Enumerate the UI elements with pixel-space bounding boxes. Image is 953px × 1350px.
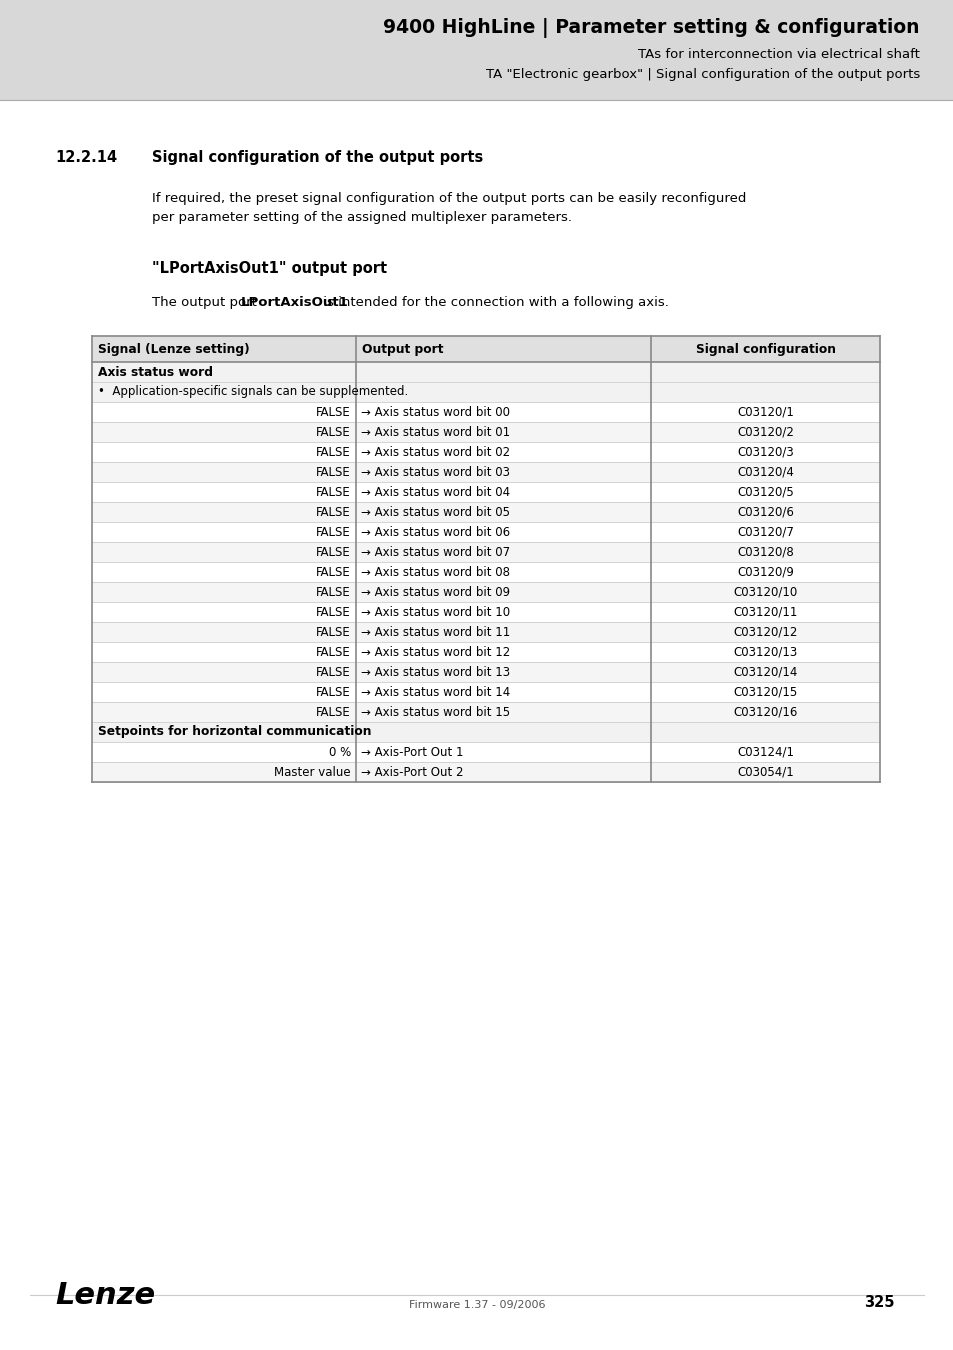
Bar — [91, 402, 879, 423]
Text: C03124/1: C03124/1 — [737, 745, 794, 759]
Bar — [91, 522, 879, 541]
Bar — [91, 622, 879, 643]
Text: FALSE: FALSE — [315, 466, 351, 478]
Bar — [91, 441, 879, 462]
Bar — [0, 0, 953, 100]
Bar — [91, 423, 879, 441]
Bar — [91, 602, 879, 622]
Text: 0 %: 0 % — [329, 745, 351, 759]
Text: C03120/16: C03120/16 — [733, 706, 797, 718]
Text: C03054/1: C03054/1 — [737, 765, 793, 779]
Text: TAs for interconnection via electrical shaft: TAs for interconnection via electrical s… — [638, 49, 919, 61]
Bar — [91, 682, 879, 702]
Text: FALSE: FALSE — [315, 446, 351, 459]
Text: FALSE: FALSE — [315, 405, 351, 418]
Text: → Axis status word bit 12: → Axis status word bit 12 — [360, 645, 510, 659]
Bar — [91, 722, 879, 742]
Text: → Axis status word bit 02: → Axis status word bit 02 — [360, 446, 510, 459]
Text: → Axis-Port Out 1: → Axis-Port Out 1 — [360, 745, 463, 759]
Text: C03120/4: C03120/4 — [737, 466, 793, 478]
Text: 325: 325 — [863, 1295, 894, 1309]
Text: C03120/9: C03120/9 — [737, 566, 793, 579]
Text: → Axis status word bit 01: → Axis status word bit 01 — [360, 425, 510, 439]
Text: FALSE: FALSE — [315, 586, 351, 598]
Bar — [91, 502, 879, 522]
Bar — [91, 382, 879, 402]
Text: → Axis status word bit 00: → Axis status word bit 00 — [360, 405, 510, 418]
Text: → Axis status word bit 14: → Axis status word bit 14 — [360, 686, 510, 698]
Text: 12.2.14: 12.2.14 — [55, 150, 117, 165]
Text: C03120/8: C03120/8 — [737, 545, 793, 559]
Text: TA "Electronic gearbox" | Signal configuration of the output ports: TA "Electronic gearbox" | Signal configu… — [485, 68, 919, 81]
Text: Setpoints for horizontal communication: Setpoints for horizontal communication — [98, 725, 371, 738]
Bar — [91, 743, 879, 761]
Text: per parameter setting of the assigned multiplexer parameters.: per parameter setting of the assigned mu… — [152, 211, 572, 224]
Text: Firmware 1.37 - 09/2006: Firmware 1.37 - 09/2006 — [408, 1300, 545, 1310]
Bar — [91, 702, 879, 722]
Text: LPortAxisOut1: LPortAxisOut1 — [241, 296, 349, 309]
Text: → Axis status word bit 07: → Axis status word bit 07 — [360, 545, 510, 559]
Text: Output port: Output port — [361, 343, 443, 355]
Text: •  Application-specific signals can be supplemented.: • Application-specific signals can be su… — [98, 386, 408, 398]
Text: Master value: Master value — [274, 765, 351, 779]
Text: FALSE: FALSE — [315, 505, 351, 518]
Text: The output port: The output port — [152, 296, 261, 309]
Bar — [91, 662, 879, 682]
Text: C03120/1: C03120/1 — [737, 405, 793, 418]
Bar — [91, 761, 879, 782]
Text: C03120/10: C03120/10 — [733, 586, 797, 598]
Text: C03120/15: C03120/15 — [733, 686, 797, 698]
Text: C03120/14: C03120/14 — [733, 666, 797, 679]
Text: C03120/7: C03120/7 — [737, 525, 793, 539]
Text: C03120/6: C03120/6 — [737, 505, 793, 518]
Text: Signal configuration: Signal configuration — [695, 343, 835, 355]
Text: 9400 HighLine | Parameter setting & configuration: 9400 HighLine | Parameter setting & conf… — [383, 18, 919, 38]
Bar — [91, 482, 879, 502]
Bar — [91, 562, 879, 582]
Bar — [91, 643, 879, 662]
Text: → Axis status word bit 05: → Axis status word bit 05 — [360, 505, 510, 518]
Text: FALSE: FALSE — [315, 686, 351, 698]
Text: FALSE: FALSE — [315, 645, 351, 659]
Text: C03120/3: C03120/3 — [737, 446, 793, 459]
Text: C03120/2: C03120/2 — [737, 425, 793, 439]
Text: → Axis status word bit 10: → Axis status word bit 10 — [360, 606, 510, 618]
Text: "LPortAxisOut1" output port: "LPortAxisOut1" output port — [152, 261, 387, 275]
Text: → Axis status word bit 08: → Axis status word bit 08 — [360, 566, 510, 579]
Text: → Axis status word bit 04: → Axis status word bit 04 — [360, 486, 510, 498]
Bar — [91, 582, 879, 602]
Text: If required, the preset signal configuration of the output ports can be easily r: If required, the preset signal configura… — [152, 192, 745, 205]
Text: FALSE: FALSE — [315, 606, 351, 618]
Text: C03120/13: C03120/13 — [733, 645, 797, 659]
Text: C03120/11: C03120/11 — [733, 606, 797, 618]
Bar — [91, 462, 879, 482]
Bar — [91, 362, 879, 382]
Text: → Axis-Port Out 2: → Axis-Port Out 2 — [360, 765, 463, 779]
Text: → Axis status word bit 15: → Axis status word bit 15 — [360, 706, 510, 718]
Text: Lenze: Lenze — [55, 1281, 155, 1310]
Text: Axis status word: Axis status word — [98, 366, 213, 378]
Text: FALSE: FALSE — [315, 545, 351, 559]
Text: → Axis status word bit 09: → Axis status word bit 09 — [360, 586, 510, 598]
Bar — [91, 541, 879, 562]
Text: FALSE: FALSE — [315, 425, 351, 439]
Text: FALSE: FALSE — [315, 706, 351, 718]
Text: C03120/5: C03120/5 — [737, 486, 793, 498]
Text: is intended for the connection with a following axis.: is intended for the connection with a fo… — [319, 296, 668, 309]
Text: FALSE: FALSE — [315, 666, 351, 679]
Text: FALSE: FALSE — [315, 525, 351, 539]
Text: Signal configuration of the output ports: Signal configuration of the output ports — [152, 150, 483, 165]
Text: → Axis status word bit 06: → Axis status word bit 06 — [360, 525, 510, 539]
Text: → Axis status word bit 03: → Axis status word bit 03 — [360, 466, 510, 478]
Text: FALSE: FALSE — [315, 566, 351, 579]
Text: FALSE: FALSE — [315, 486, 351, 498]
Text: FALSE: FALSE — [315, 625, 351, 639]
Text: Signal (Lenze setting): Signal (Lenze setting) — [98, 343, 250, 355]
Bar — [91, 336, 879, 362]
Text: C03120/12: C03120/12 — [733, 625, 797, 639]
Text: → Axis status word bit 13: → Axis status word bit 13 — [360, 666, 510, 679]
Text: → Axis status word bit 11: → Axis status word bit 11 — [360, 625, 510, 639]
